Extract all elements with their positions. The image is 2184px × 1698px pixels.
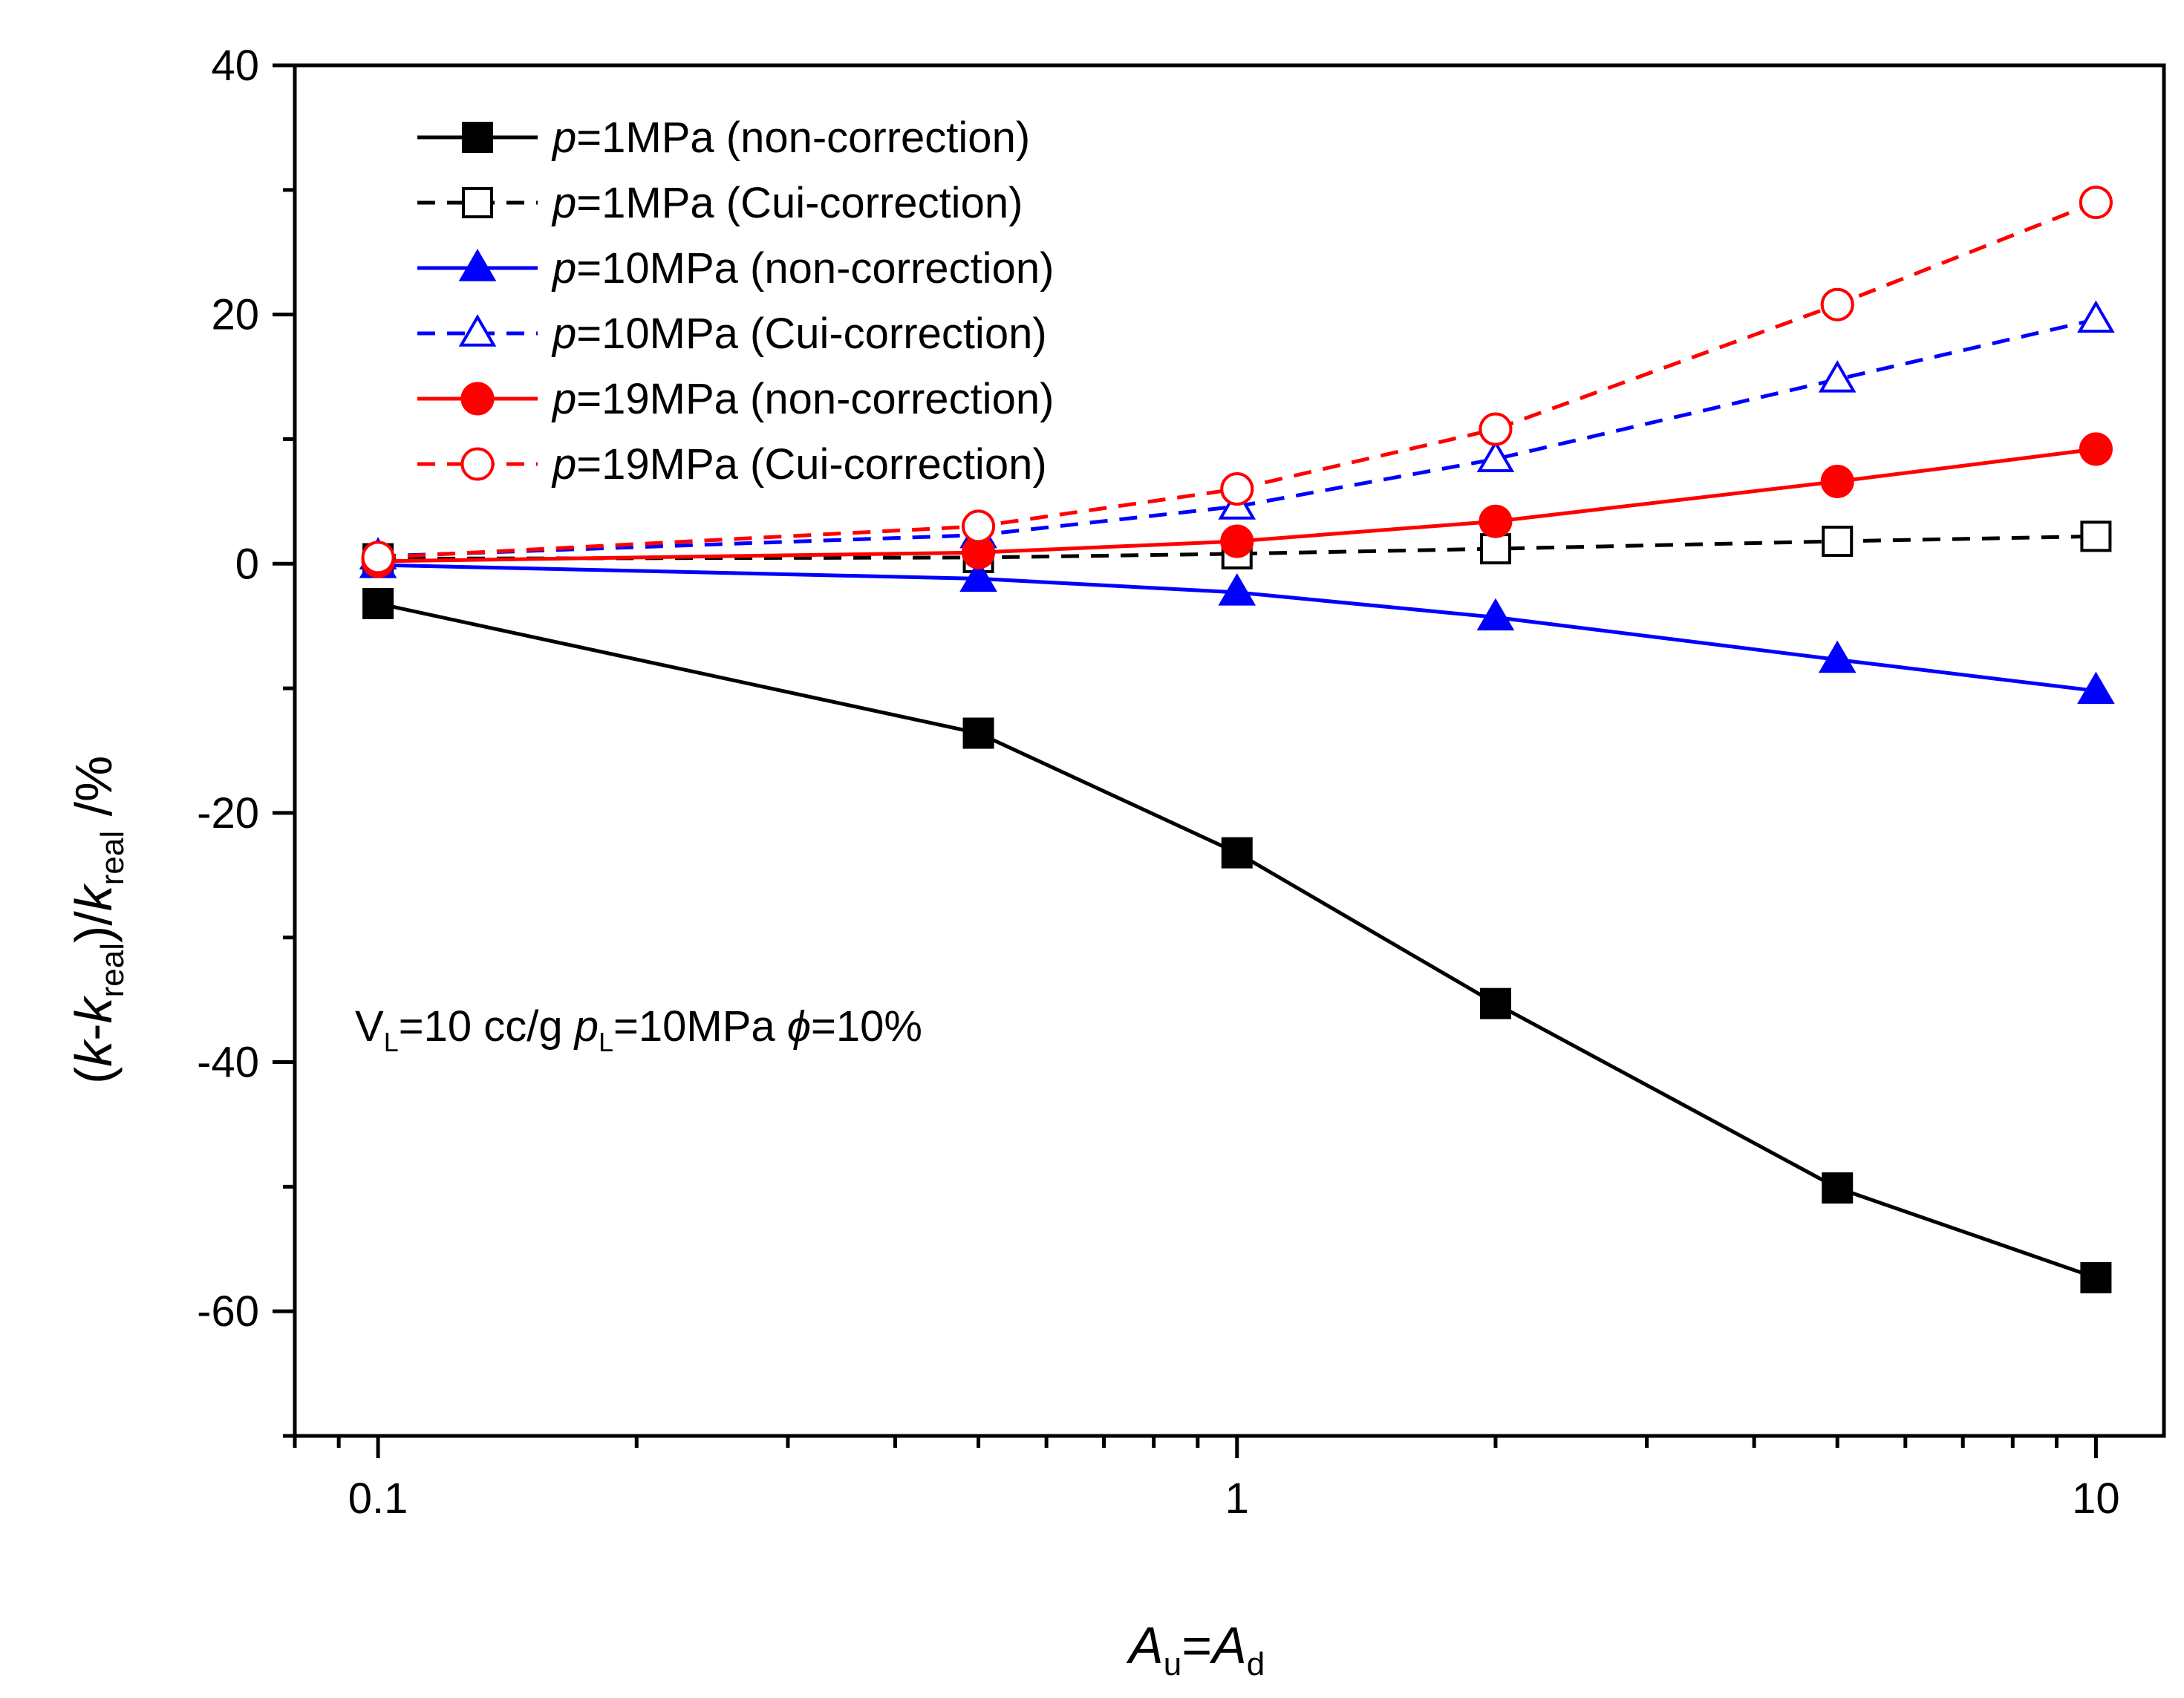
x-tick-label: 10 — [2072, 1475, 2120, 1523]
data-point — [1479, 504, 1513, 538]
series-line — [378, 317, 2096, 558]
legend-entry: p=10MPa (Cui-correction) — [417, 310, 1047, 358]
legend-entry: p=1MPa (non-correction) — [417, 114, 1030, 162]
data-point — [2080, 1261, 2112, 1293]
series-line — [377, 200, 2097, 560]
data-point — [1820, 287, 1854, 321]
legend-label: p=1MPa (Cui-correction) — [551, 179, 1023, 227]
series-layer — [359, 186, 2115, 1293]
data-point — [1220, 524, 1254, 558]
axis-ticks — [273, 63, 2098, 1458]
series-line — [378, 534, 2096, 561]
y-tick-label: 20 — [211, 291, 259, 339]
data-point — [959, 559, 997, 592]
data-point — [2077, 300, 2115, 333]
data-point — [2079, 432, 2113, 466]
legend-entry: p=19MPa (Cui-correction) — [417, 440, 1047, 489]
data-point — [1818, 640, 1857, 673]
data-point — [362, 587, 394, 619]
legend-marker — [462, 122, 493, 153]
data-point — [1221, 837, 1253, 869]
data-point — [1479, 533, 1511, 565]
data-point — [1476, 440, 1515, 473]
series-line — [378, 563, 2096, 693]
data-point — [962, 717, 994, 749]
x-tick-label: 0.1 — [348, 1475, 408, 1523]
series-3 — [359, 546, 2115, 705]
y-axis-title: (k-kreal)/kreal /% — [65, 756, 131, 1084]
data-point — [1818, 360, 1857, 393]
series-1 — [362, 587, 2112, 1293]
legend-label: p=19MPa (non-correction) — [551, 375, 1054, 423]
legend-label: p=10MPa (Cui-correction) — [551, 310, 1047, 358]
data-point — [2079, 186, 2113, 220]
legend-marker — [458, 314, 497, 347]
data-point — [1479, 987, 1511, 1019]
legend-entry: p=19MPa (non-correction) — [417, 375, 1054, 423]
y-tick-label: 40 — [211, 42, 259, 90]
tick-labels: 40 20 0 -20 -40 -60 0.1 1 10 — [197, 42, 2120, 1523]
data-point — [1479, 412, 1513, 446]
data-point — [2080, 520, 2112, 552]
data-point — [1822, 1172, 1854, 1204]
data-point — [1218, 573, 1256, 606]
legend-entry: p=1MPa (Cui-correction) — [417, 179, 1023, 227]
legend-marker — [458, 249, 497, 281]
legend-marker — [460, 447, 495, 481]
plot-frame — [293, 63, 2166, 1438]
x-axis-title: Au=Ad — [1126, 1616, 1265, 1682]
legend-label: p=1MPa (non-correction) — [551, 114, 1030, 162]
series-6 — [361, 186, 2113, 575]
data-point — [2077, 671, 2115, 705]
legend: p=1MPa (non-correction) p=1MPa (Cui-corre… — [417, 114, 1054, 489]
data-point — [1822, 526, 1854, 558]
x-tick-label: 1 — [1225, 1475, 1249, 1523]
data-point — [1476, 598, 1515, 631]
legend-entry: p=10MPa (non-correction) — [417, 244, 1054, 293]
series-line — [378, 447, 2096, 564]
y-tick-label: -60 — [197, 1287, 259, 1336]
data-point — [1220, 472, 1254, 506]
data-point — [1820, 464, 1854, 499]
data-point — [361, 541, 395, 575]
y-tick-label: -40 — [197, 1039, 259, 1087]
data-point — [962, 509, 996, 543]
series-line — [377, 601, 2097, 1280]
legend-marker — [460, 382, 495, 416]
y-tick-label: 0 — [235, 540, 259, 588]
legend-label: p=10MPa (non-correction) — [551, 244, 1054, 293]
series-5 — [361, 432, 2113, 578]
y-tick-label: -20 — [197, 789, 259, 837]
legend-label: p=19MPa (Cui-correction) — [551, 440, 1047, 489]
annotation: VL=10 cc/g pL=10MPa ϕ=10% — [355, 1002, 922, 1057]
legend-marker — [462, 187, 493, 218]
